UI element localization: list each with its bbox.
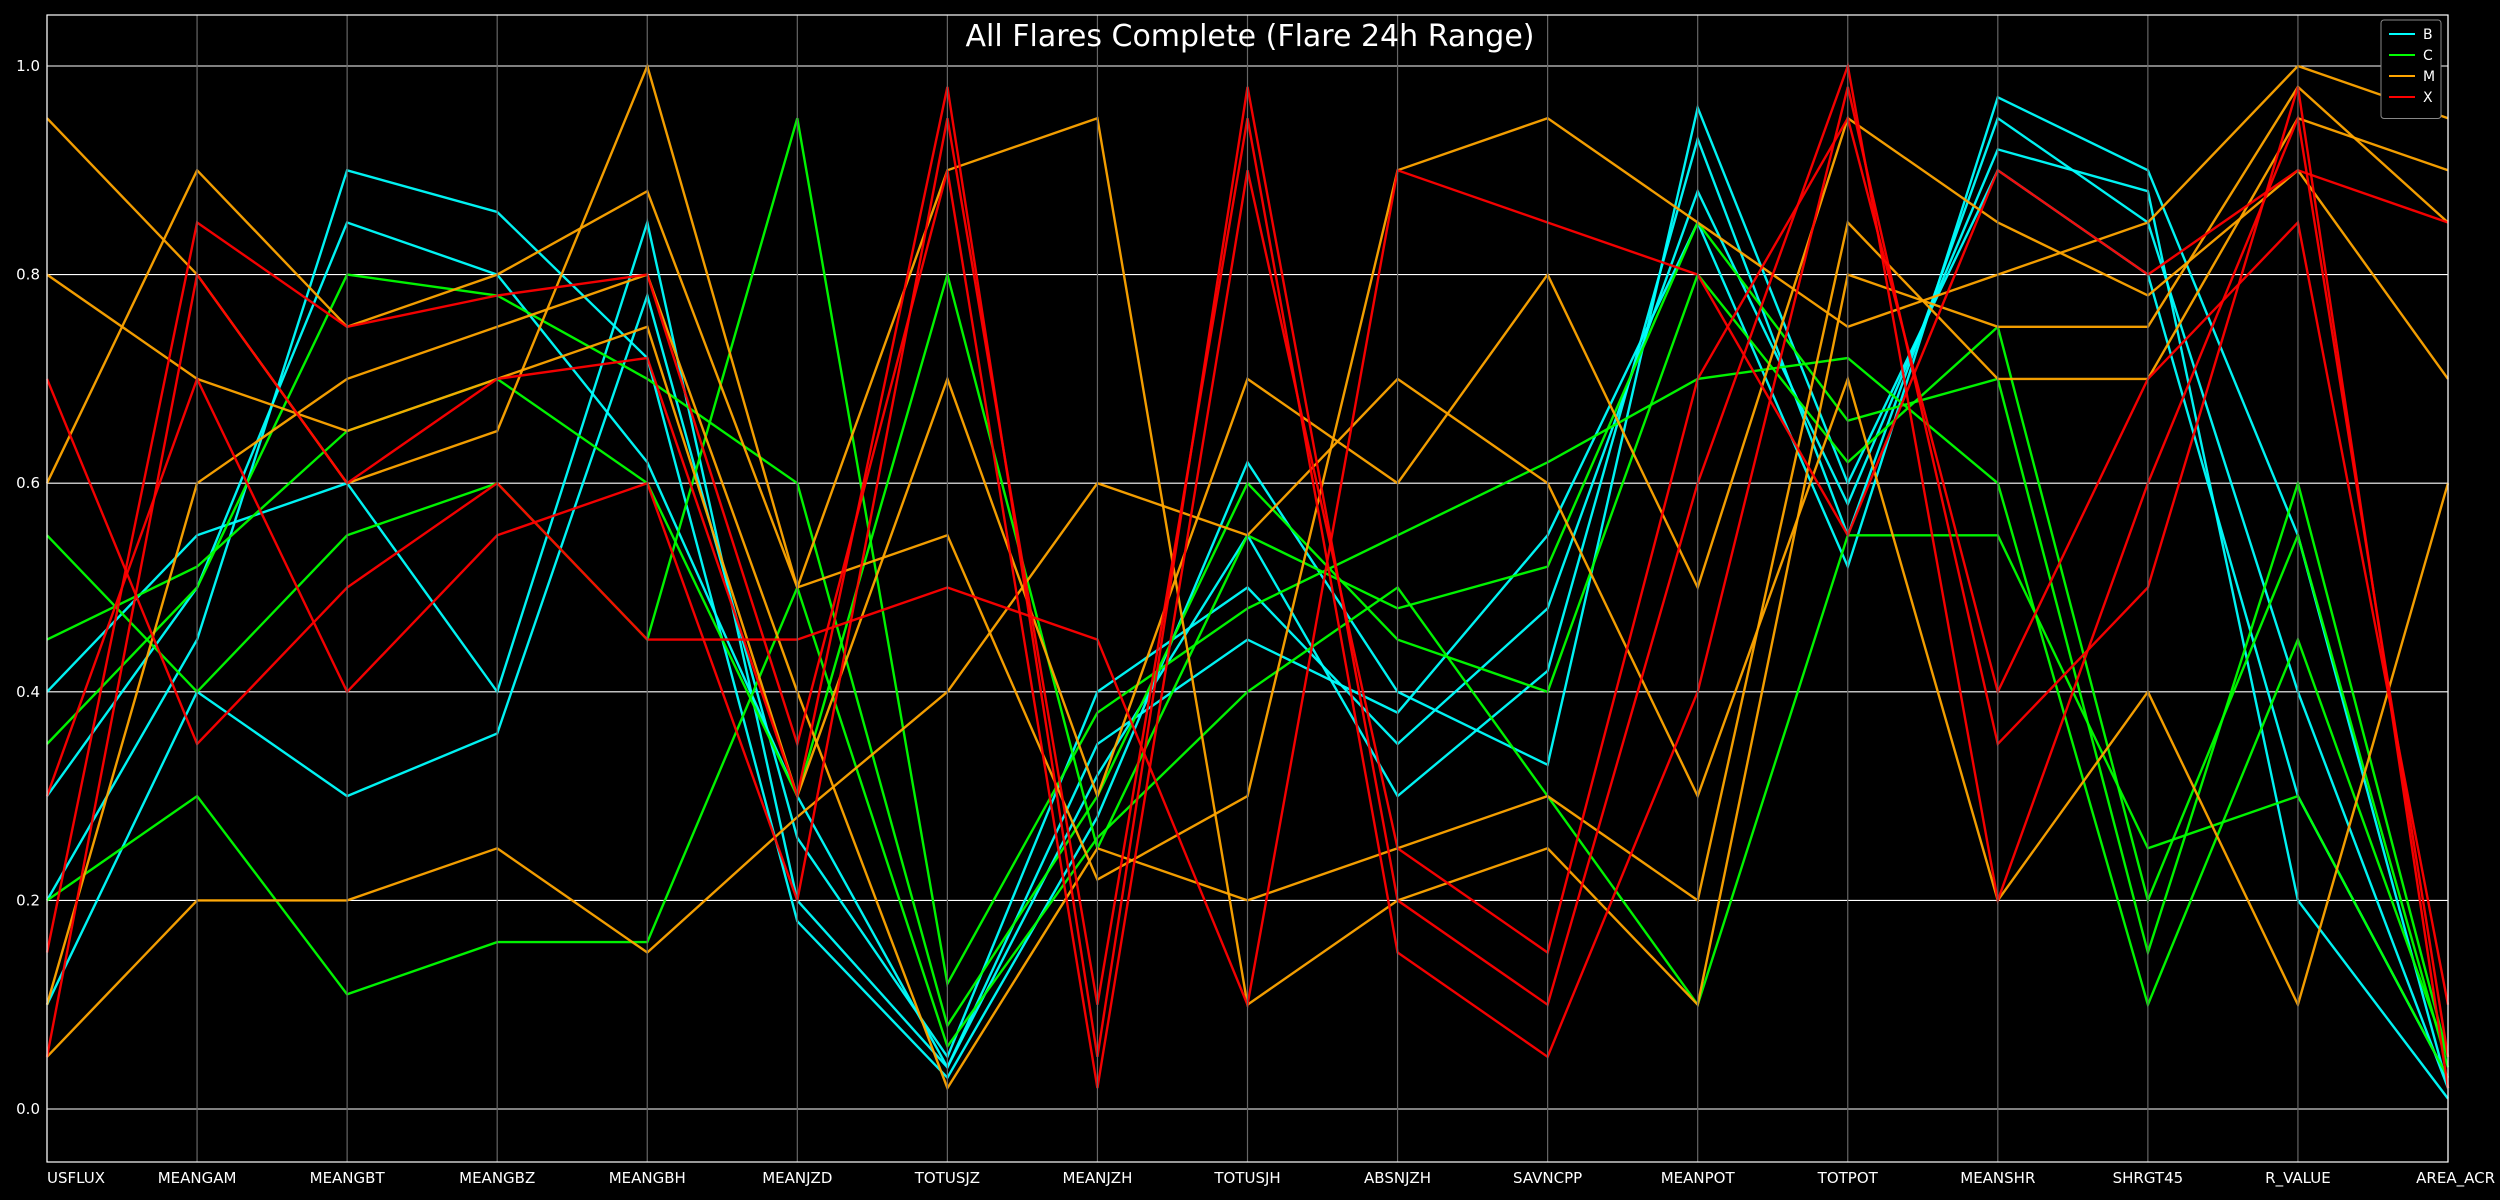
axis-label: ABSNJZH [1364,1169,1431,1187]
axis-label: MEANGBH [609,1169,686,1187]
legend-label: M [2423,69,2435,85]
axis-label: USFLUX [47,1169,105,1187]
axis-label: TOTUSJH [1213,1169,1280,1187]
y-tick-label: 0.0 [16,1100,40,1118]
y-tick-label: 0.6 [16,474,40,492]
legend-box [2380,19,2442,119]
axis-label: MEANSHR [1960,1169,2035,1187]
axis-label: SHRGT45 [2113,1169,2184,1187]
axis-label: MEANGAM [158,1169,237,1187]
axis-label: AREA_ACR [2416,1169,2495,1188]
axis-label: MEANGBT [310,1169,386,1187]
axis-label: MEANJZD [762,1169,832,1187]
axis-label: MEANPOT [1661,1169,1736,1187]
plot-frame [46,14,2449,1163]
legend-label: X [2423,90,2433,106]
y-tick-label: 1.0 [16,57,40,75]
axis-labels: USFLUX MEANGAM MEANGBT MEANGBZ MEANGBH MEANJZ… [47,1169,2495,1188]
y-tick-label: 0.8 [16,266,40,284]
axis-label: R_VALUE [2265,1169,2331,1188]
y-tick-label: 0.4 [16,683,40,701]
axis-label: SAVNCPP [1513,1169,1582,1187]
axis-label: TOTPOT [1817,1169,1879,1187]
axis-label: MEANJZH [1062,1169,1132,1187]
y-tick-label: 0.2 [16,891,40,909]
chart-title: All Flares Complete (Flare 24h Range) [966,19,1535,54]
axis-label: MEANGBZ [459,1169,535,1187]
legend-label: B [2423,27,2433,43]
y-tick-labels: 0.0 0.2 0.4 0.6 0.8 1.0 [16,57,40,1118]
legend-label: C [2423,48,2433,64]
axis-label: TOTUSJZ [914,1169,980,1187]
